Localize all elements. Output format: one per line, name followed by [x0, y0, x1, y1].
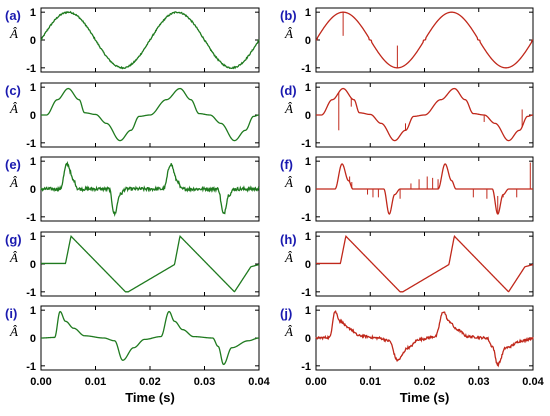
y-axis-label: Â [9, 26, 18, 41]
x-tick-label: 0.02 [414, 376, 435, 388]
panel-f: -1 0 1 (f) Â [280, 156, 534, 224]
y-tick-label: -1 [26, 287, 36, 299]
y-tick-label: -1 [26, 138, 36, 150]
panel-letter: (c) [5, 83, 21, 98]
y-tick-label: 0 [30, 259, 36, 271]
x-tick-label: 0.02 [139, 376, 160, 388]
panel-h: -1 0 1 (h) Â [280, 231, 534, 299]
x-tick-label: 0.04 [248, 376, 270, 388]
panel-letter: (e) [5, 157, 21, 172]
y-axis-label: Â [284, 324, 293, 339]
y-tick-label: 0 [30, 184, 36, 196]
panel-letter: (f) [280, 157, 293, 172]
y-tick-label: 1 [305, 231, 311, 243]
panel-letter: (j) [280, 306, 292, 321]
waveform-line [316, 87, 534, 142]
y-tick-label: -1 [301, 361, 311, 373]
panel-c: -1 0 1 (c) Â [5, 82, 260, 150]
y-tick-label: 0 [30, 110, 36, 122]
y-tick-label: -1 [26, 361, 36, 373]
panel-a: -1 0 1 (a) Â [5, 7, 260, 75]
y-axis-label: Â [9, 324, 18, 339]
y-tick-label: -1 [301, 63, 311, 75]
plot-frame [40, 231, 260, 297]
panel-letter: (h) [280, 232, 297, 247]
x-tick-label: 0.03 [468, 376, 489, 388]
y-axis-label: Â [284, 250, 293, 265]
panel-letter: (i) [5, 306, 17, 321]
waveform-line [316, 235, 534, 293]
waveform-line [41, 235, 260, 293]
y-tick-label: 0 [305, 35, 311, 47]
waveform-line [40, 160, 260, 218]
x-axis-label: Time (s) [125, 390, 175, 405]
x-axis-label: Time (s) [400, 390, 450, 405]
y-axis-label: Â [9, 175, 18, 190]
panel-d: -1 0 1 (d) Â [280, 82, 534, 150]
y-tick-label: -1 [26, 63, 36, 75]
y-tick-label: 1 [305, 82, 311, 94]
y-tick-label: 0 [305, 259, 311, 271]
y-axis-label: Â [284, 26, 293, 41]
panel-letter: (b) [280, 8, 297, 23]
x-tick-label: 0.01 [85, 376, 106, 388]
y-tick-label: 1 [30, 7, 36, 19]
panel-b: -1 0 1 (b) Â [280, 7, 534, 75]
y-tick-label: 0 [305, 110, 311, 122]
x-tick-label: 0.03 [194, 376, 215, 388]
panel-letter: (d) [280, 83, 297, 98]
waveform-line [315, 310, 534, 368]
y-tick-label: 1 [305, 305, 311, 317]
waveform-line [41, 87, 260, 142]
y-tick-label: 1 [30, 305, 36, 317]
y-tick-label: -1 [301, 138, 311, 150]
x-tick-label: 0.04 [522, 376, 544, 388]
y-tick-label: -1 [26, 212, 36, 224]
y-tick-label: 1 [305, 156, 311, 168]
x-tick-label: 0.00 [305, 376, 326, 388]
waveform-line [41, 310, 260, 366]
panel-g: -1 0 1 (g) Â [5, 231, 260, 299]
panel-i: -1 0 1 (i) Â 0.00 0.01 0.02 0.03 0.04 Time (s) [5, 305, 271, 405]
plot-frame [315, 231, 534, 297]
y-tick-label: 1 [30, 231, 36, 243]
panel-j: -1 0 1 (j) Â 0.00 0.01 0.02 0.03 0.04 Time (s) [280, 305, 545, 405]
waveform-line [40, 10, 260, 70]
panel-letter: (g) [5, 232, 22, 247]
panel-letter: (a) [5, 8, 21, 23]
y-tick-label: 0 [305, 333, 311, 345]
x-tick-label: 0.00 [30, 376, 51, 388]
y-axis-label: Â [9, 250, 18, 265]
panel-e: -1 0 1 (e) Â [5, 156, 260, 224]
y-tick-label: 1 [30, 156, 36, 168]
y-axis-label: Â [284, 175, 293, 190]
y-tick-label: 0 [305, 184, 311, 196]
y-tick-label: 1 [30, 82, 36, 94]
y-tick-label: 1 [305, 7, 311, 19]
x-tick-label: 0.01 [360, 376, 381, 388]
y-tick-label: 0 [30, 35, 36, 47]
y-tick-label: -1 [301, 212, 311, 224]
y-tick-label: 0 [30, 333, 36, 345]
y-axis-label: Â [9, 101, 18, 116]
waveform-line [315, 11, 534, 69]
y-axis-label: Â [284, 101, 293, 116]
waveform-line [316, 163, 533, 215]
y-tick-label: -1 [301, 287, 311, 299]
